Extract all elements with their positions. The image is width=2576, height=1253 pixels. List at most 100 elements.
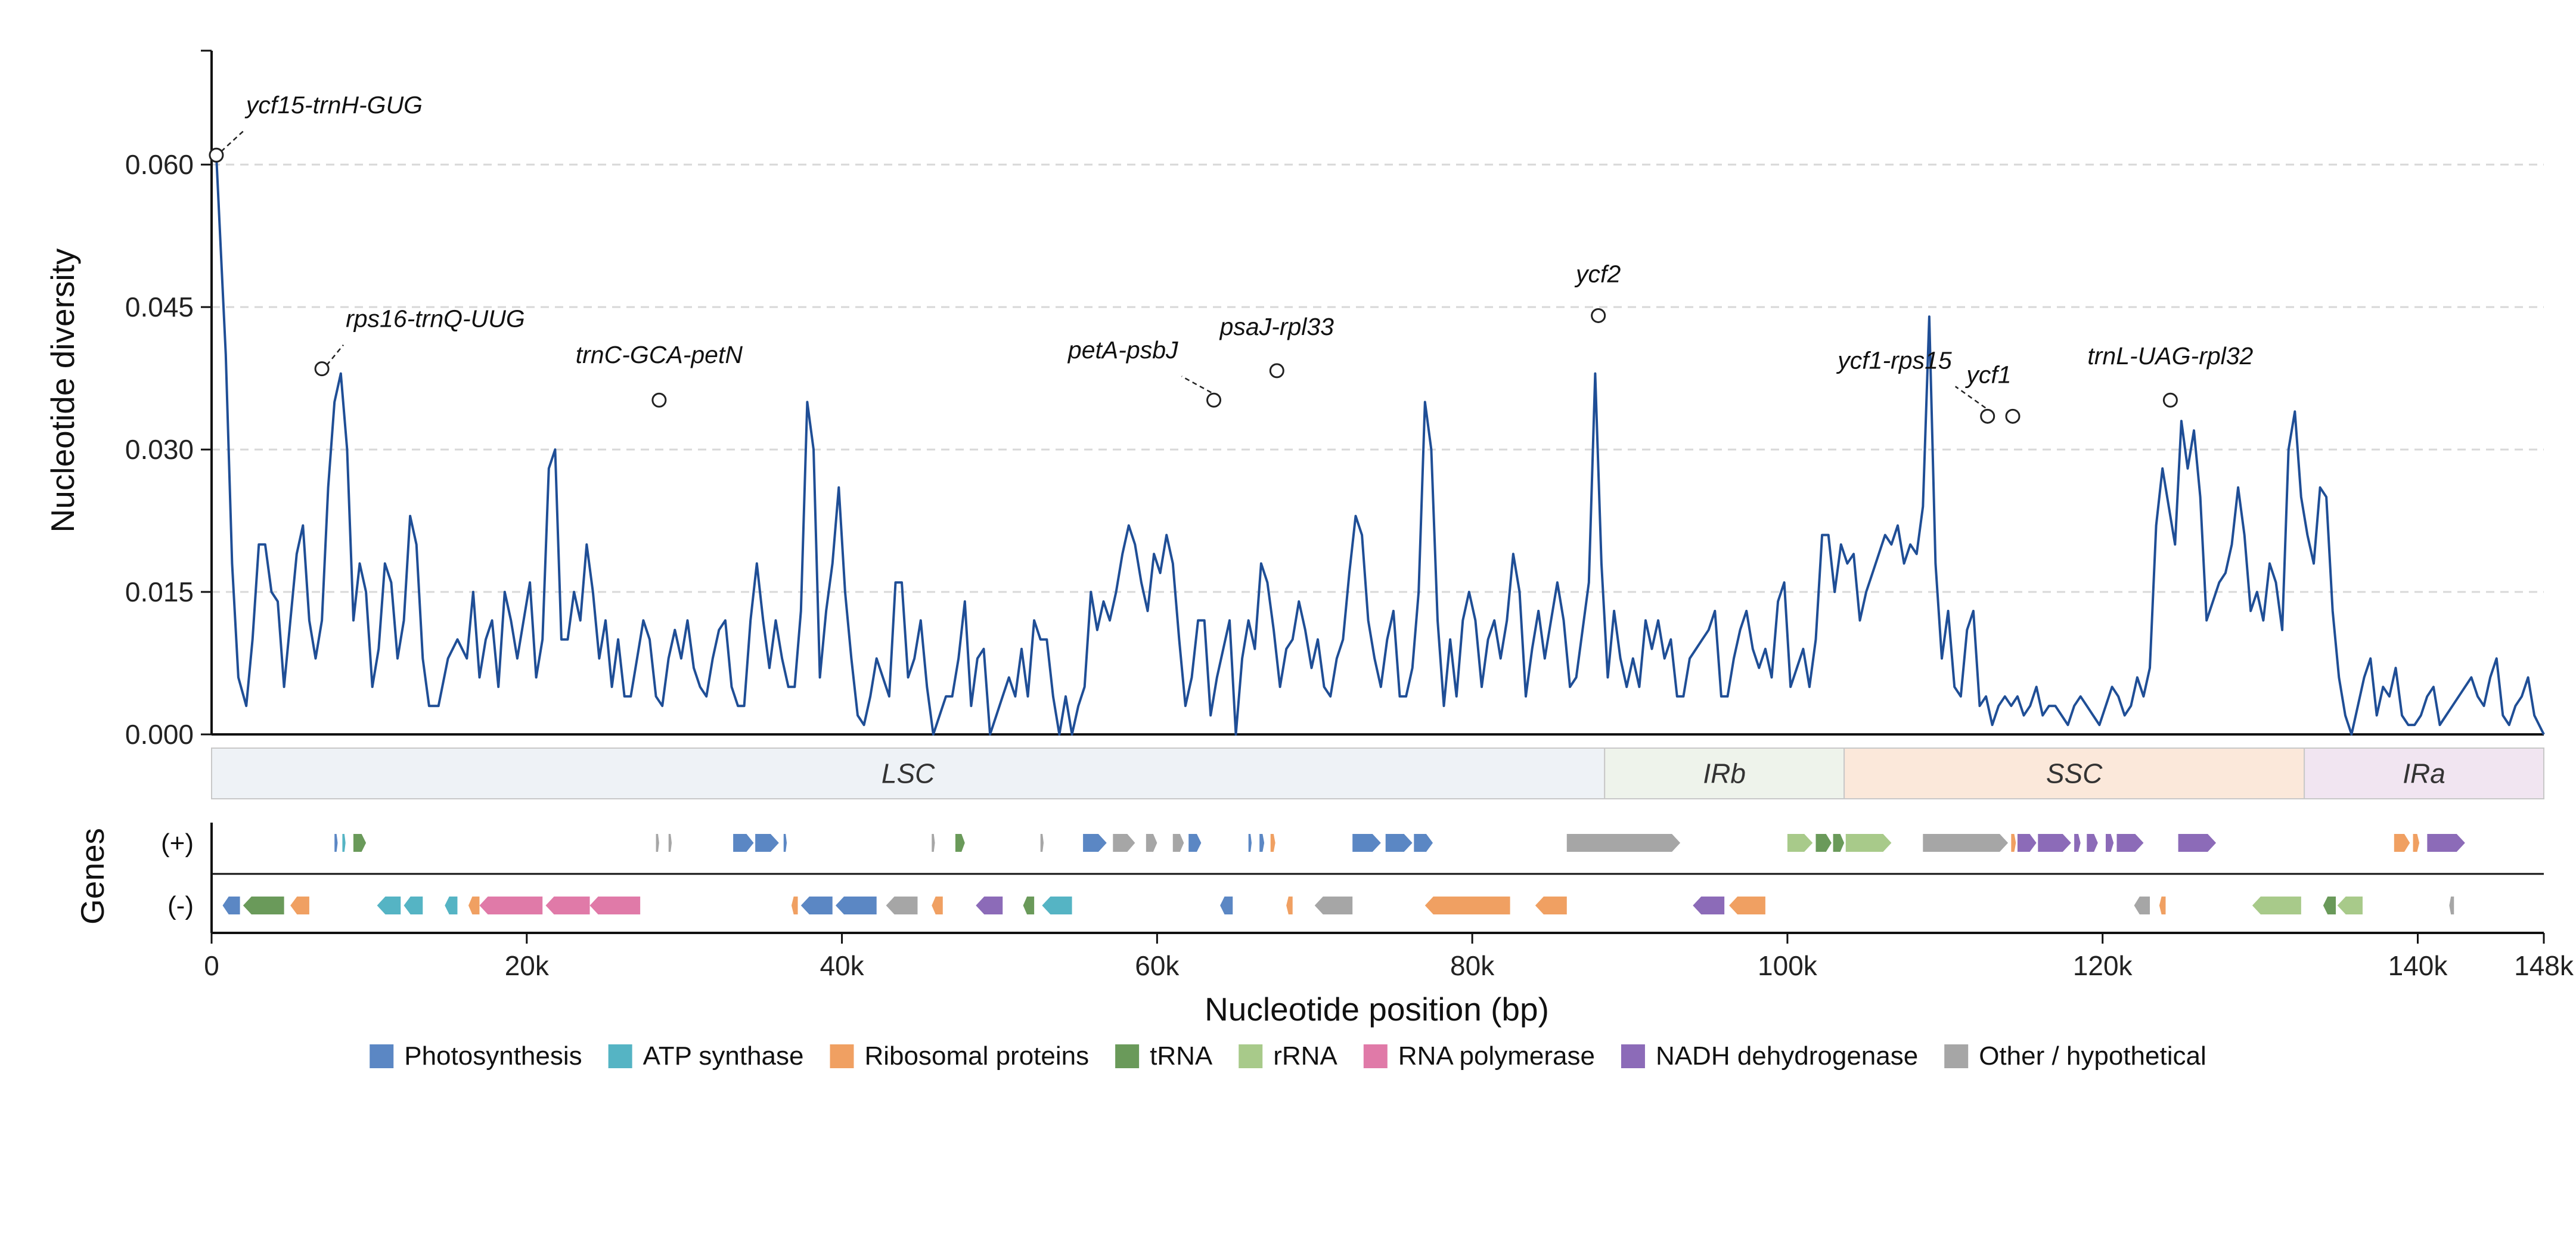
region-lsc xyxy=(211,748,1606,799)
gene-feature xyxy=(1535,897,1567,914)
gene-feature xyxy=(2337,897,2363,914)
gene-feature xyxy=(2087,834,2098,852)
legend-label: Other / hypothetical xyxy=(1979,1041,2206,1071)
gene-feature xyxy=(377,897,401,914)
peak-marker xyxy=(1591,308,1606,323)
region-label: LSC xyxy=(882,758,935,789)
gene-feature xyxy=(1845,834,1892,852)
gene-feature xyxy=(1023,897,1035,914)
legend-label: ATP synthase xyxy=(643,1041,804,1071)
gene-feature xyxy=(2038,834,2071,852)
gene-feature xyxy=(1787,834,1813,852)
gene-feature xyxy=(2116,834,2144,852)
gene-feature xyxy=(1314,897,1353,914)
region-ira xyxy=(2304,748,2544,799)
gene-feature xyxy=(2427,834,2465,852)
gene-feature xyxy=(656,834,659,852)
legend-label: Ribosomal proteins xyxy=(864,1041,1089,1071)
peak-label: trnL-UAG-rpl32 xyxy=(2087,342,2253,370)
gene-feature xyxy=(976,897,1003,914)
diversity-series-line xyxy=(212,154,2545,736)
x-tick-label: 100k xyxy=(1758,950,1818,981)
plus-strand-label: (+) xyxy=(161,829,194,858)
gene-feature xyxy=(479,897,543,914)
gene-feature xyxy=(1286,897,1293,914)
gene-feature xyxy=(2323,897,2336,914)
x-tick-label: 60k xyxy=(1135,950,1180,981)
gene-feature xyxy=(783,834,787,852)
axis-titles: Nucleotide diversity Nucleotide position… xyxy=(44,248,1549,1028)
peak-marker xyxy=(314,361,330,377)
legend-swatch-ribo xyxy=(830,1044,854,1068)
legend-swatch-rnap xyxy=(1363,1044,1388,1068)
gene-feature xyxy=(1259,834,1265,852)
gene-feature xyxy=(668,834,672,852)
gene-feature xyxy=(733,834,754,852)
legend-label: tRNA xyxy=(1150,1041,1213,1071)
x-tick-label: 40k xyxy=(820,950,864,981)
gene-feature xyxy=(1414,834,1433,852)
legend-swatch-rrna xyxy=(1239,1044,1263,1068)
annotation-leader xyxy=(221,131,244,153)
peak-annotations: ycf15-trnH-GUG rps16-trnQ-UUG trnC-GCA-pet… xyxy=(209,91,2254,424)
gene-feature xyxy=(2252,897,2301,914)
legend-label: NADH dehydrogenase xyxy=(1656,1041,1918,1071)
x-tick-label: 140k xyxy=(2388,950,2448,981)
gene-feature xyxy=(1248,834,1252,852)
y-tick-label: 0.045 xyxy=(125,291,194,322)
gene-feature xyxy=(1270,834,1275,852)
peak-label: petA-psbJ xyxy=(1067,336,1178,364)
gene-feature xyxy=(2011,834,2016,852)
region-label: SSC xyxy=(2046,758,2103,789)
gene-feature xyxy=(800,897,833,914)
gene-feature xyxy=(1042,897,1072,914)
gene-feature xyxy=(1188,834,1202,852)
gene-feature xyxy=(791,897,798,914)
peak-marker xyxy=(209,147,224,163)
gene-feature xyxy=(2394,834,2410,852)
gene-feature xyxy=(2178,834,2217,852)
peak-marker xyxy=(1980,408,1995,424)
gene-tracks: (+) (-) xyxy=(161,823,2544,934)
annotation-leader xyxy=(326,344,344,366)
gene-feature xyxy=(1146,834,1157,852)
legend-swatch-ndh xyxy=(1621,1044,1645,1068)
gene-feature xyxy=(1083,834,1107,852)
gene-feature xyxy=(886,897,918,914)
axes: 0.000 0.015 0.030 0.045 0.060 0 20k 40k 60k 80k 10… xyxy=(125,49,2574,981)
gene-feature xyxy=(1385,834,1413,852)
gene-feature xyxy=(1040,834,1044,852)
legend-label: rRNA xyxy=(1273,1041,1337,1071)
x-axis-title: Nucleotide position (bp) xyxy=(1205,991,1549,1028)
grid-lines xyxy=(212,163,2544,593)
gene-feature xyxy=(1172,834,1184,852)
region-irb xyxy=(1604,748,1845,799)
gene-feature xyxy=(1815,834,1832,852)
gene-feature xyxy=(2105,834,2114,852)
gene-feature xyxy=(342,834,346,852)
peak-marker xyxy=(1206,392,1222,408)
gene-feature xyxy=(1729,897,1765,914)
gene-feature xyxy=(589,897,641,914)
gene-feature xyxy=(1566,834,1681,852)
peak-label: trnC-GCA-petN xyxy=(576,341,743,368)
gene-feature xyxy=(2134,897,2150,914)
gene-feature xyxy=(468,897,480,914)
y-tick-label: 0.060 xyxy=(125,149,194,180)
y-tick-label: 0.030 xyxy=(125,434,194,465)
annotation-leader xyxy=(1181,376,1219,398)
gene-feature xyxy=(334,834,338,852)
peak-marker xyxy=(1269,363,1284,379)
peak-label: psaJ-rpl33 xyxy=(1219,313,1334,340)
peak-marker xyxy=(651,392,667,408)
gene-feature xyxy=(1424,897,1510,914)
gene-feature xyxy=(290,897,309,914)
gene-feature xyxy=(755,834,779,852)
gene-feature xyxy=(1352,834,1381,852)
x-tick-label: 0 xyxy=(204,950,219,981)
genome-regions: LSC IRb SSC IRa xyxy=(211,748,2544,799)
x-tick-label: 148k xyxy=(2514,950,2574,981)
legend-swatch-trna xyxy=(1115,1044,1140,1068)
peak-label: rps16-trnQ-UUG xyxy=(346,305,525,333)
